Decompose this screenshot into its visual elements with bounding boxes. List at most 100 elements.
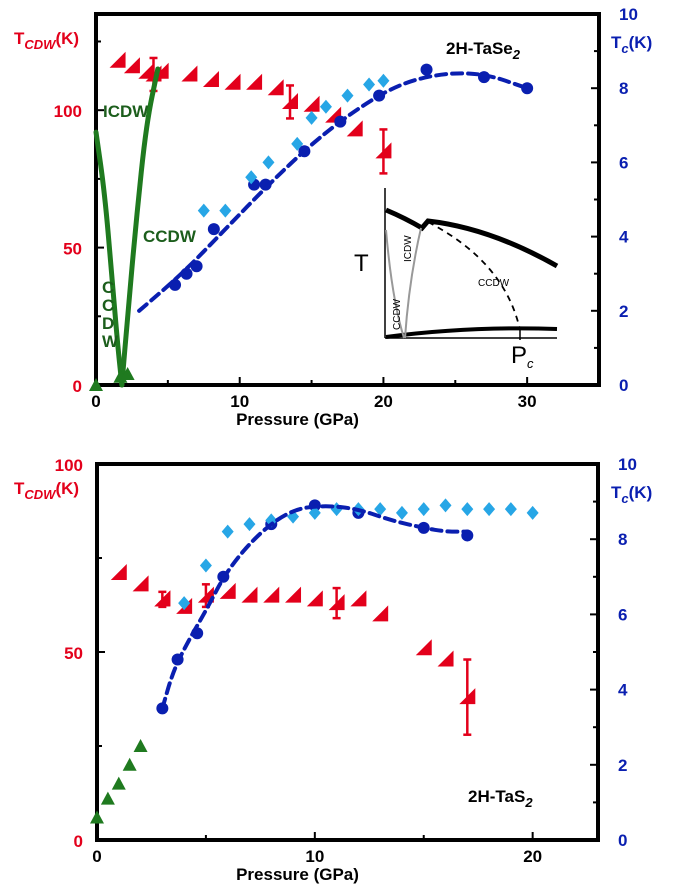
y-right-tick-label: 6 [619,153,628,172]
tcdw-triangle-marker [138,62,155,79]
tc-circle-marker [420,63,433,76]
tc-diamond-marker [319,99,332,114]
y-right-tick-label: 8 [619,79,628,98]
y-left-tick-label: 0 [74,832,83,851]
tcdw-triangle-marker [224,73,241,90]
y-right-tick-label: 2 [618,756,627,775]
tc-diamond-marker [308,505,321,520]
tcdw-triangle-marker [202,70,219,87]
tc-circle-marker [207,223,220,236]
tcdw-triangle-marker [375,142,392,159]
tc-circle-marker [169,278,182,291]
tc-diamond-marker [374,502,387,517]
tc-diamond-marker [330,502,343,517]
tcdw-green-triangle-marker [100,791,115,805]
tcdw-triangle-marker [459,688,476,705]
x-tick-label: 20 [523,847,542,866]
tcdw-triangle-marker [123,57,140,74]
phase-label-icdw: ICDW [103,102,149,121]
plot-frame [95,462,600,842]
tcdw-triangle-marker [372,605,389,622]
phase-label-ccdw-vertical: D [102,314,114,333]
tcdw-triangle-marker [303,95,320,112]
tcdw-triangle-marker [267,79,284,96]
y-right-tick-label: 0 [618,831,627,850]
phase-label-ccdw-vertical: W [102,332,119,351]
tcdw-green-triangle-marker [89,378,103,391]
tc-diamond-marker [221,524,234,539]
y-right-tick-label: 6 [618,605,627,624]
tc-diamond-marker [439,498,452,513]
tc-diamond-marker [245,170,258,185]
y-right-tick-label: 2 [619,302,628,321]
tcdw-triangle-marker [285,586,302,603]
x-tick-label: 0 [91,392,100,411]
chart-annotation: 2H-TaSe2 [446,39,521,62]
tc-diamond-marker [178,596,191,611]
tcdw-triangle-marker [306,590,323,607]
tc-diamond-marker [417,502,430,517]
tc-diamond-marker [526,505,539,520]
y-left-axis-label: TCDW(K) [14,479,79,502]
x-axis-label: Pressure (GPa) [236,410,359,429]
x-tick-label: 30 [518,392,537,411]
series-line-3 [160,504,470,711]
tc-diamond-marker [504,502,517,517]
series-line-3 [137,71,530,313]
tc-diamond-marker [243,517,256,532]
x-tick-label: 10 [305,847,324,866]
x-tick-label: 20 [374,392,393,411]
y-right-tick-label: 4 [618,681,628,700]
tcdw-green-triangle-marker [122,757,137,771]
y-right-tick-label: 10 [619,5,638,24]
tcdw-green-triangle-marker [133,739,148,752]
tc-diamond-marker [483,502,496,517]
y-left-tick-label: 50 [64,644,83,663]
y-left-tick-label: 0 [73,377,82,396]
inset-gray-line [404,227,422,339]
inset-ccdw-dashed [427,221,521,331]
tc-diamond-marker [461,502,474,517]
inset-label-ccdw: CCDW [478,278,510,289]
tc-diamond-marker [377,73,390,88]
inset-x-label: Pc [511,342,534,371]
phase-label-ccdw: CCDW [143,227,197,246]
tc-diamond-marker [395,505,408,520]
tcdw-green-triangle-marker [90,810,104,824]
chart-annotation: 2H-TaS2 [468,787,533,810]
tcdw-triangle-marker [181,65,198,82]
inset-label-ccdw-vertical: CCDW [392,298,403,330]
tcdw-triangle-marker [246,73,263,90]
tc-diamond-marker [199,558,212,573]
y-left-tick-label: 100 [54,102,82,121]
inset-lower-boundary [385,326,558,339]
tcdw-triangle-marker [328,594,345,611]
tc-diamond-marker [341,88,354,103]
inset-label-icdw: ICDW [403,235,414,262]
tcdw-triangle-marker [154,590,171,607]
y-left-tick-label: 50 [63,240,82,259]
y-right-axis-label: Tc(K) [611,483,652,506]
tcdw-triangle-marker [109,51,126,68]
y-left-axis-label: TCDW(K) [14,29,79,52]
tc-diamond-marker [219,203,232,218]
tcdw-triangle-marker [346,120,363,137]
tcdw-triangle-marker [197,586,214,603]
phase-label-ccdw-vertical: C [102,296,114,315]
tc-diamond-marker [291,136,304,151]
tcdw-triangle-marker [110,564,127,581]
tcdw-triangle-marker [282,92,299,109]
y-right-tick-label: 4 [619,228,629,247]
y-right-tick-label: 10 [618,455,637,474]
tcdw-green-triangle-marker [120,367,135,381]
inset-gray-line [385,229,405,339]
y-right-axis-label: Tc(K) [611,33,652,56]
y-right-tick-label: 8 [618,530,627,549]
y-right-tick-label: 0 [619,376,628,395]
y-left-tick-label: 100 [55,456,83,475]
tcdw-triangle-marker [219,582,236,599]
inset-upper-boundary [385,207,559,269]
phase-label-ccdw-vertical: C [102,278,114,297]
